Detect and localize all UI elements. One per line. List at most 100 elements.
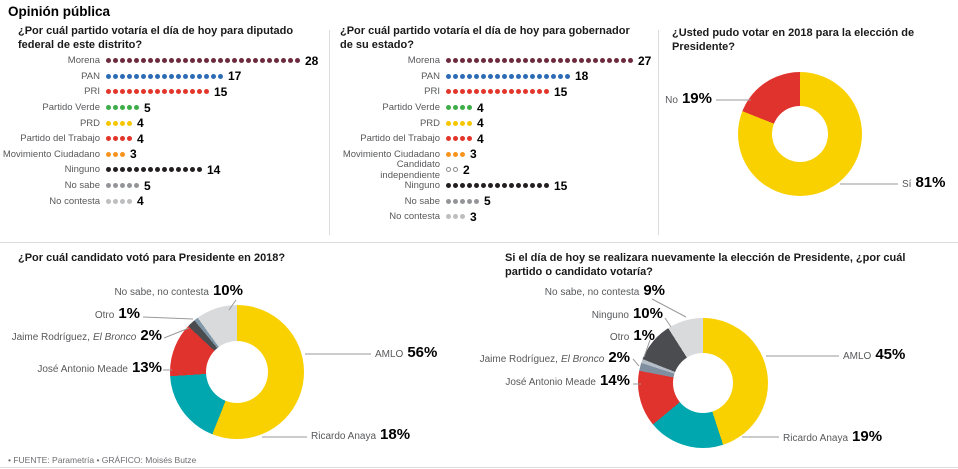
category-label: Morena: [67, 55, 100, 67]
slice-name-main: Jaime Rodríguez,: [479, 354, 558, 365]
unit-dot: [141, 89, 146, 95]
dot-row: Movimiento Ciudadano 3: [336, 147, 651, 163]
unit-dot: [113, 105, 118, 111]
unit-dot: [551, 58, 556, 64]
slice-value: 45%: [875, 346, 906, 363]
unit-dot: [558, 73, 563, 79]
unit-dot: [127, 167, 132, 173]
unit-dot: [113, 89, 118, 95]
pie-label-ninguno-hoy: Ninguno 10%: [523, 305, 663, 322]
question-voto-2018: ¿Por cuál candidato votó para Presidente…: [18, 252, 286, 264]
unit-dot: [106, 167, 111, 173]
unit-dot: [460, 89, 465, 95]
unit-dot: [141, 73, 146, 79]
dot-chart-gobernador: Morena 27 PAN 18 PRI 15 Partido Verde 4 PRD 4 Part…: [336, 53, 652, 225]
dot-chart-diputado: Morena 28 PAN 17 PRI 15 Partido Verde 5 PRD 4 Part…: [0, 53, 319, 209]
category-label: No contesta: [389, 211, 440, 223]
unit-dot: [225, 58, 230, 64]
unit-dot: [453, 198, 458, 204]
unit-dot: [155, 73, 160, 79]
unit-dot: [607, 58, 612, 64]
unit-dot: [488, 58, 493, 64]
unit-dot: [502, 183, 507, 189]
unit-dot: [537, 58, 542, 64]
category-value: 4: [477, 116, 484, 131]
question-gobernador: ¿Por cuál partido votaría el día de hoy …: [340, 25, 630, 52]
dot-series: [446, 183, 549, 189]
unit-dot: [621, 58, 626, 64]
unit-dot: [446, 151, 451, 157]
category-value: 4: [137, 131, 144, 146]
unit-dot: [106, 183, 111, 189]
unit-dot: [113, 58, 118, 64]
dot-row: No contesta 4: [0, 193, 318, 209]
unit-dot: [120, 183, 125, 189]
unit-dot: [446, 136, 451, 142]
slice-value: 19%: [681, 90, 712, 107]
unit-dot: [127, 183, 132, 189]
dot-series: [106, 136, 132, 142]
pie-label-bronco-hoy: Jaime Rodríguez, El Bronco 2%: [468, 349, 630, 366]
dot-series: [106, 73, 223, 79]
slice-value: 1%: [633, 327, 655, 344]
unit-dot: [239, 58, 244, 64]
unit-dot: [551, 73, 556, 79]
slice-name: Sí: [902, 179, 912, 190]
unit-dot: [106, 105, 111, 111]
unit-dot: [453, 136, 458, 142]
slice-name: Jaime Rodríguez, El Bronco: [480, 354, 605, 365]
unit-dot: [106, 73, 111, 79]
category-label: Partido Verde: [382, 102, 440, 114]
slice-name: José Antonio Meade: [37, 364, 128, 375]
category-label: PRD: [79, 117, 100, 129]
question-pudo-votar: ¿Usted pudo votar en 2018 para la elecci…: [672, 27, 915, 54]
unit-dot: [481, 58, 486, 64]
unit-dot: [190, 89, 195, 95]
unit-dot: [481, 183, 486, 189]
donut-voto-hoy: [638, 318, 768, 448]
slice-name: Otro: [609, 332, 630, 343]
pie-label-meade-2018: José Antonio Meade 13%: [0, 359, 162, 376]
slice-value: 10%: [632, 305, 663, 322]
unit-dot: [218, 58, 223, 64]
unit-dot: [169, 167, 174, 173]
unit-dot: [593, 58, 598, 64]
unit-dot: [460, 120, 465, 126]
unit-dot: [446, 89, 451, 95]
unit-dot: [127, 73, 132, 79]
unit-dot: [218, 73, 223, 79]
donut-pudo-votar: [738, 72, 862, 196]
dot-series: [446, 120, 472, 126]
dot-row: Partido del Trabajo 4: [336, 131, 651, 147]
slice-name-nickname: El Bronco: [92, 332, 137, 343]
dot-row: No contesta 3: [336, 209, 651, 225]
slice-name: Jaime Rodríguez, El Bronco: [12, 332, 137, 343]
unit-dot: [586, 58, 591, 64]
divider-horizontal: [0, 242, 958, 243]
unit-dot: [134, 105, 139, 111]
dot-series: [446, 73, 570, 79]
unit-dot: [481, 89, 486, 95]
unit-dot: [460, 151, 465, 157]
unit-dot: [446, 214, 451, 220]
category-label: No sabe: [404, 195, 440, 207]
slice-name: Ninguno: [591, 310, 629, 321]
unit-dot: [474, 58, 479, 64]
unit-dot: [467, 183, 472, 189]
category-label: Partido Verde: [42, 102, 100, 114]
unit-dot: [148, 58, 153, 64]
dot-series: [446, 198, 479, 204]
slice-value: 14%: [599, 372, 630, 389]
question-voto-hoy: Si el día de hoy se realizara nuevamente…: [505, 252, 906, 279]
category-label: Morena: [407, 55, 440, 67]
category-value: 5: [144, 100, 151, 115]
category-value: 3: [470, 147, 477, 162]
unit-dot: [453, 183, 458, 189]
unit-dot: [113, 151, 118, 157]
slice-value: 1%: [118, 305, 140, 322]
unit-dot: [169, 89, 174, 95]
unit-dot: [523, 89, 528, 95]
unit-dot: [120, 89, 125, 95]
unit-dot: [516, 58, 521, 64]
